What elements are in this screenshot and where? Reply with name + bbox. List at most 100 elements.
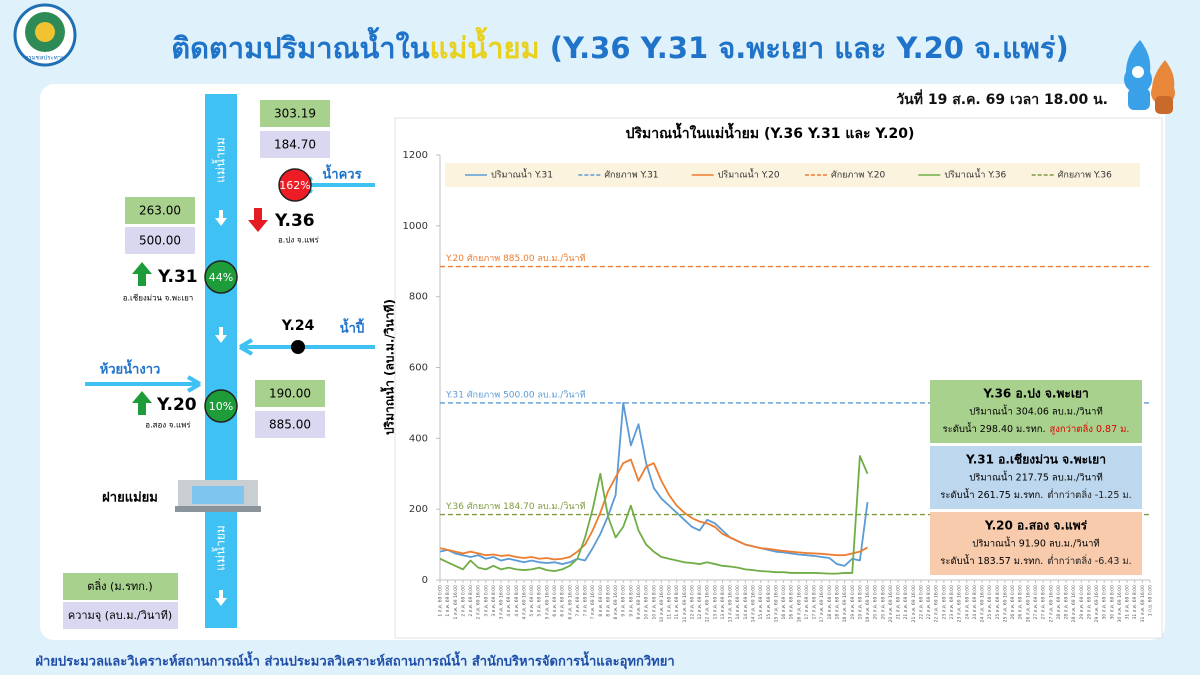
station-box [930,446,1142,509]
x-tick-label: 3 ส.ค. 69 0:00 [483,585,489,617]
x-tick-label: 24 ส.ค. 69 8:00 [972,585,978,620]
x-tick-label: 4 ส.ค. 69 8:00 [514,585,520,617]
capacity-value: 885.00 [269,418,311,432]
x-tick-label: 18 ส.ค. 69 16:00 [842,585,848,622]
river-diagram: แม่น้ำยม แม่น้ำยม 303.19 184.70 น้ำควร 1… [63,94,375,629]
x-tick-label: 27 ส.ค. 69 0:00 [1033,585,1039,620]
station-level: ระดับน้ำ 298.40 ม.รทก. [943,422,1046,435]
legend-label: ศักยภาพ Y.36 [1058,171,1112,181]
percent-value: 162% [279,179,310,192]
x-tick-label: 29 ส.ค. 69 16:00 [1094,585,1100,622]
x-tick-label: 23 ส.ค. 69 0:00 [941,585,947,620]
x-tick-label: 10 ส.ค. 69 8:00 [651,585,657,620]
tributary-label: น้ำควร [322,164,361,183]
x-tick-label: 25 ส.ค. 69 8:00 [995,585,1001,620]
river [205,94,237,628]
logo: กรมชลประทาน [13,3,77,67]
tributary-arrow [238,338,375,356]
x-tick-label: 13 ส.ค. 69 8:00 [720,585,726,620]
flow-arrows [215,210,227,606]
station-level: ระดับน้ำ 183.57 ม.รทก. [940,554,1043,567]
x-tick-label: 3 ส.ค. 69 8:00 [491,585,497,617]
x-tick-label: 17 ส.ค. 69 8:00 [812,585,818,620]
x-tick-label: 4 ส.ค. 69 0:00 [506,585,512,617]
station-level-line: ระดับน้ำ 261.75 ม.รทก. ต่ำกว่าตลิ่ง -1.25… [940,488,1131,501]
y-tick-label: 1000 [403,221,428,232]
x-tick-label: 14 ส.ค. 69 0:00 [735,585,741,620]
x-tick-label: 27 ส.ค. 69 8:00 [1041,585,1047,620]
x-tick-label: 7 ส.ค. 69 16:00 [590,585,596,620]
legend-bank-box [63,573,178,600]
y-tick-label: 400 [409,433,428,444]
y-tick-label: 1200 [403,150,428,161]
capacity-box [125,227,195,254]
x-tick-label: 24 ส.ค. 69 0:00 [964,585,970,620]
station-flow: ปริมาณน้ำ 304.06 ลบ.ม./วินาที [969,405,1102,418]
station-name: Y.31 [157,267,198,287]
x-tick-label: 1 ส.ค. 69 8:00 [445,585,451,617]
bank-box [260,100,330,127]
legend-label: ศักยภาพ Y.20 [831,171,885,181]
x-tick-label: 13 ส.ค. 69 0:00 [712,585,718,620]
x-tick-label: 23 ส.ค. 69 8:00 [949,585,955,620]
x-tick-label: 20 ส.ค. 69 0:00 [873,585,879,620]
x-tick-label: 1 ก.ย. 69 0:00 [1148,585,1154,616]
station-flow: ปริมาณน้ำ 217.75 ลบ.ม./วินาที [969,471,1102,484]
tributary-arrow [85,375,202,393]
bank-box [255,380,325,407]
x-tick-label: 19 ส.ค. 69 16:00 [865,585,871,622]
percent-value: 44% [209,271,233,284]
legend-label: ปริมาณน้ำ Y.31 [491,168,553,181]
x-tick-label: 17 ส.ค. 69 0:00 [804,585,810,620]
capacity-box [260,131,330,158]
x-tick-label: 25 ส.ค. 69 16:00 [1002,585,1008,622]
x-tick-label: 16 ส.ค. 69 0:00 [781,585,787,620]
x-tick-label: 1 ส.ค. 69 0:00 [438,585,444,617]
station-level-line: ระดับน้ำ 183.57 ม.รทก. ต่ำกว่าตลิ่ง -6.43… [940,554,1131,567]
x-tick-label: 9 ส.ค. 69 8:00 [628,585,634,617]
x-tick-label: 7 ส.ค. 69 8:00 [583,585,589,617]
x-tick-label: 31 ส.ค. 69 8:00 [1132,585,1138,620]
dam-label: ฝายแม่ยม [102,491,158,506]
station-box [930,380,1142,443]
station-title: Y.36 อ.ปง จ.พะเยา [982,387,1088,401]
up-arrow [132,262,152,286]
x-tick-label: 19 ส.ค. 69 8:00 [857,585,863,620]
station-bank: สูงกว่าตลิ่ง 0.87 ม. [1049,422,1129,435]
y-tick-label: 200 [409,504,428,515]
x-tick-label: 3 ส.ค. 69 16:00 [499,585,505,620]
x-tick-label: 18 ส.ค. 69 8:00 [834,585,840,620]
y-tick-label: 0 [422,575,428,586]
legend-label: ปริมาณน้ำ Y.20 [718,168,780,181]
mascots [1124,40,1175,114]
station-title: Y.31 อ.เชียงม่วน จ.พะเยา [965,453,1106,467]
x-tick-label: 7 ส.ค. 69 0:00 [575,585,581,617]
series-line [439,402,869,567]
x-tick-label: 30 ส.ค. 69 8:00 [1109,585,1115,620]
x-tick-label: 21 ส.ค. 69 0:00 [896,585,902,620]
x-tick-label: 22 ส.ค. 69 8:00 [926,585,932,620]
x-tick-label: 5 ส.ค. 69 0:00 [529,585,535,617]
x-tick-label: 20 ส.ค. 69 8:00 [880,585,886,620]
x-tick-label: 9 ส.ค. 69 0:00 [621,585,627,617]
station-box [930,512,1142,575]
x-tick-label: 21 ส.ค. 69 16:00 [911,585,917,622]
x-tick-label: 12 ส.ค. 69 8:00 [697,585,703,620]
legend-band [445,163,1140,187]
x-tick-label: 5 ส.ค. 69 16:00 [544,585,550,620]
x-tick-label: 6 ส.ค. 69 16:00 [567,585,573,620]
x-tick-label: 1 ส.ค. 69 16:00 [453,585,459,620]
percent-circle [204,389,238,423]
x-tick-label: 22 ส.ค. 69 16:00 [934,585,940,622]
y-tick-label: 800 [409,292,428,303]
series-line [439,455,869,575]
x-tick-label: 29 ส.ค. 69 8:00 [1086,585,1092,620]
x-tick-label: 27 ส.ค. 69 16:00 [1048,585,1054,622]
x-tick-label: 9 ส.ค. 69 16:00 [636,585,642,620]
x-tick-label: 26 ส.ค. 69 16:00 [1025,585,1031,622]
x-tick-label: 2 ส.ค. 69 0:00 [460,585,466,617]
title-part: แม่น้ำยม [430,26,540,65]
reference-label: Y.20 ศักยภาพ 885.00 ลบ.ม./วินาที [445,253,586,264]
